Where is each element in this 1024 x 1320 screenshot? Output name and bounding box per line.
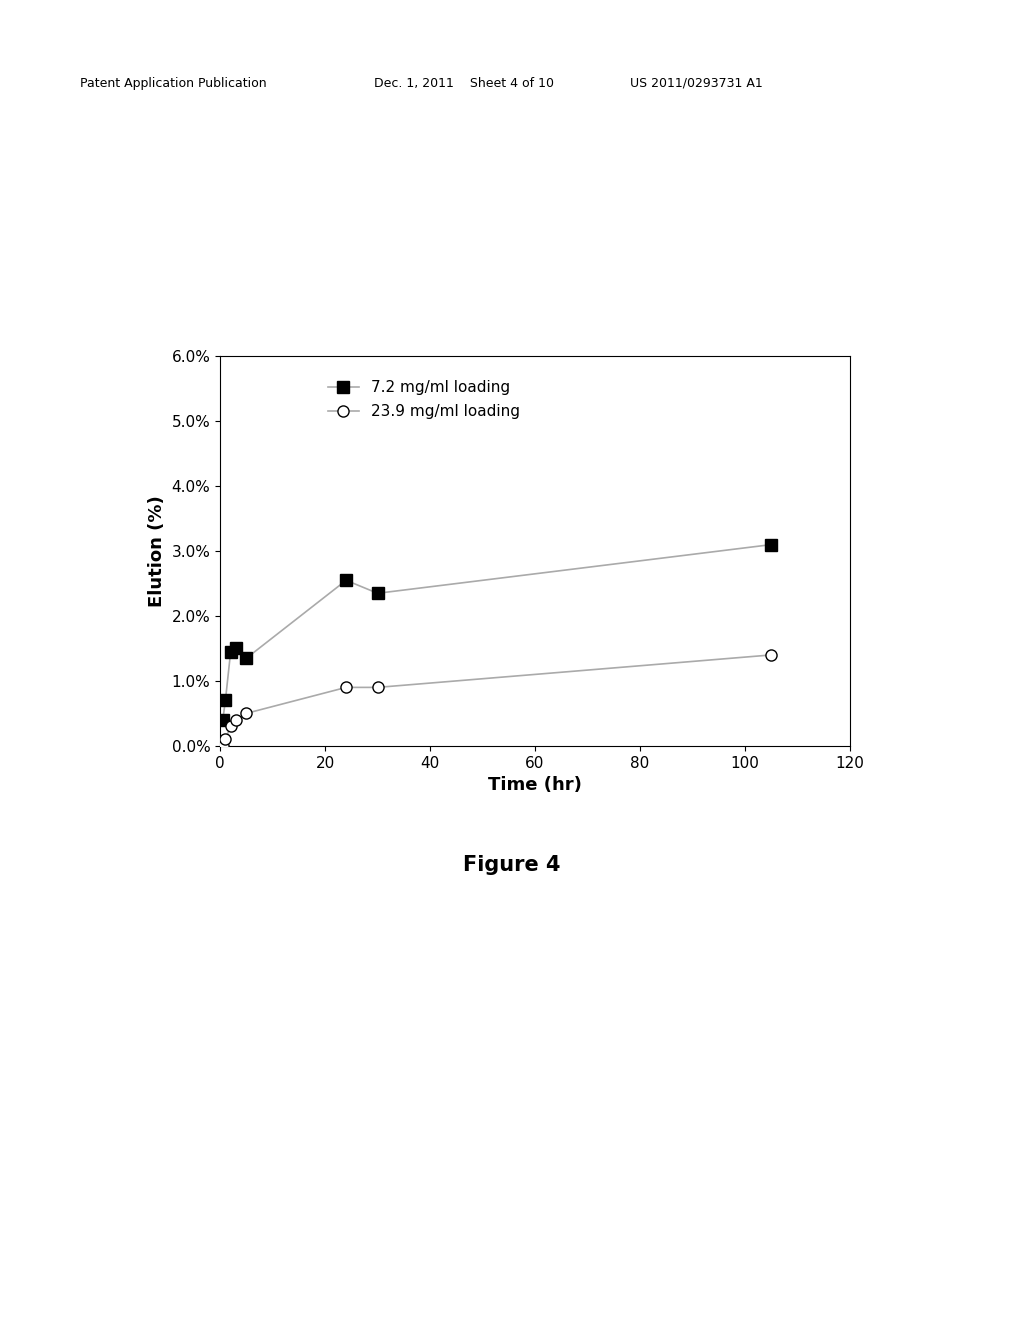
Text: Patent Application Publication: Patent Application Publication: [80, 77, 266, 90]
Text: Figure 4: Figure 4: [463, 854, 561, 875]
Y-axis label: Elution (%): Elution (%): [148, 495, 166, 607]
X-axis label: Time (hr): Time (hr): [488, 776, 582, 795]
Text: Dec. 1, 2011    Sheet 4 of 10: Dec. 1, 2011 Sheet 4 of 10: [374, 77, 554, 90]
Legend: 7.2 mg/ml loading, 23.9 mg/ml loading: 7.2 mg/ml loading, 23.9 mg/ml loading: [316, 368, 532, 432]
Text: US 2011/0293731 A1: US 2011/0293731 A1: [630, 77, 763, 90]
